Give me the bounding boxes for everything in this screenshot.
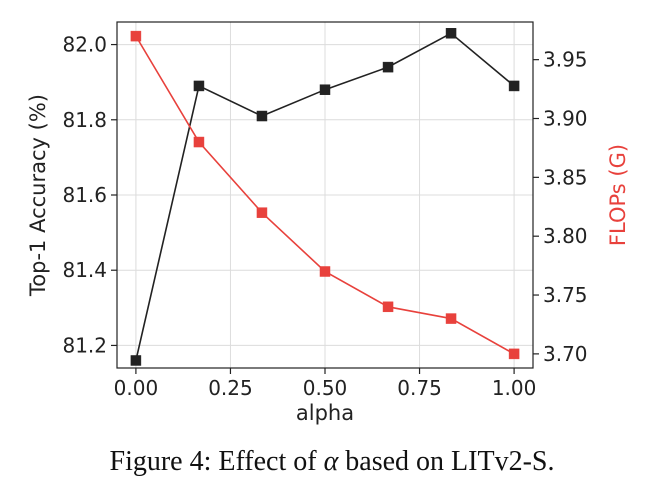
x-tick-label: 0.25 bbox=[208, 376, 253, 400]
series-1-point bbox=[382, 301, 394, 313]
right-tick-label: 3.95 bbox=[543, 48, 588, 72]
left-tick-label: 82.0 bbox=[62, 33, 107, 57]
series-1-point bbox=[319, 266, 331, 277]
left-axis-ticks: 81.2 81.4 81.6 81.8 82.0 bbox=[62, 33, 117, 357]
series-0-point bbox=[382, 61, 394, 73]
left-tick-label: 81.4 bbox=[62, 258, 107, 282]
caption-suffix: based on LITv2-S. bbox=[338, 446, 555, 477]
series-1-right bbox=[130, 30, 520, 360]
series-1-point bbox=[130, 30, 142, 42]
right-tick-label: 3.85 bbox=[543, 165, 588, 189]
series-0-point bbox=[508, 80, 520, 92]
caption-prefix: Figure 4: Effect of bbox=[109, 446, 324, 477]
left-tick-label: 81.6 bbox=[62, 183, 107, 207]
right-tick-label: 3.90 bbox=[543, 107, 588, 131]
series-1-point bbox=[193, 136, 205, 148]
series-1-point bbox=[508, 348, 520, 360]
x-tick-label: 0.50 bbox=[303, 376, 348, 400]
grid bbox=[117, 22, 533, 368]
caption-alpha-symbol: α bbox=[323, 446, 339, 477]
right-tick-label: 3.75 bbox=[543, 283, 588, 307]
left-axis-title: Top-1 Accuracy (%) bbox=[26, 94, 50, 297]
right-tick-label: 3.80 bbox=[543, 224, 588, 248]
right-tick-label: 3.70 bbox=[543, 342, 588, 366]
dual-axis-line-chart: 81.2 81.4 81.6 81.8 82.0 3.70 3.75 3.80 3.85 3.9… bbox=[26, 21, 630, 425]
series-1-point bbox=[256, 207, 268, 218]
right-axis-title: FLOPs (G) bbox=[606, 144, 630, 246]
series-layer bbox=[130, 28, 520, 366]
left-tick-label: 81.2 bbox=[62, 333, 107, 357]
series-0-point bbox=[256, 110, 268, 122]
series-0-left bbox=[130, 28, 520, 366]
series-0-point bbox=[445, 28, 457, 39]
x-tick-label: 1.00 bbox=[492, 376, 537, 400]
left-tick-label: 81.8 bbox=[62, 108, 107, 132]
x-axis-ticks: 0.00 0.25 0.50 0.75 1.00 bbox=[114, 368, 537, 400]
x-axis-title: alpha bbox=[296, 401, 354, 425]
x-tick-label: 0.00 bbox=[114, 376, 159, 400]
figure-caption: Figure 4: Effect of α based on LITv2-S. bbox=[0, 446, 664, 478]
series-0-point bbox=[193, 80, 205, 92]
series-1-point bbox=[445, 313, 457, 324]
x-tick-label: 0.75 bbox=[397, 376, 442, 400]
right-axis-ticks: 3.70 3.75 3.80 3.85 3.90 3.95 bbox=[533, 48, 588, 366]
series-0-point bbox=[130, 355, 142, 366]
series-0-point bbox=[319, 84, 331, 95]
